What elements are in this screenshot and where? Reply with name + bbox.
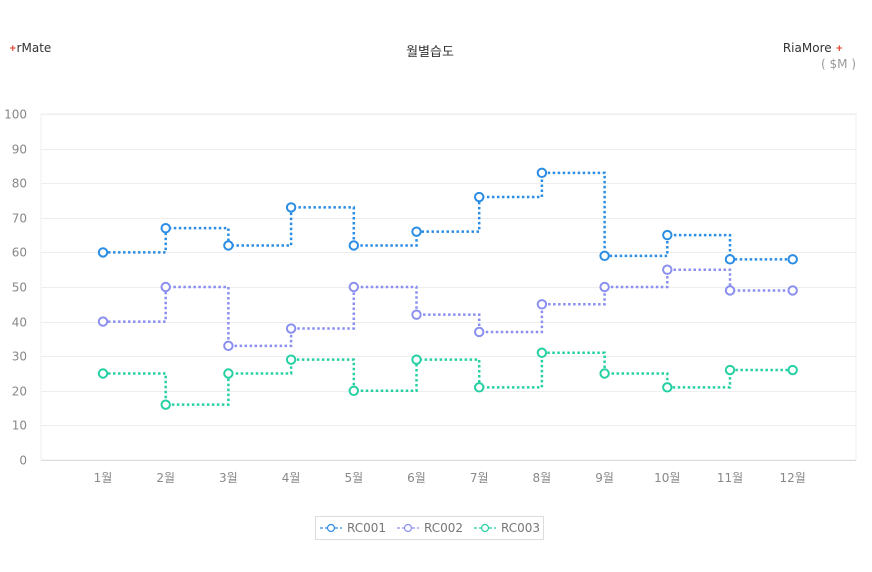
data-point-rc001 [285, 202, 297, 213]
unit-label: ( $M ) [821, 57, 856, 71]
legend-marker-icon [474, 523, 497, 533]
data-point-rc001 [536, 167, 548, 179]
data-point-rc003 [348, 385, 359, 396]
data-point-rc003 [536, 347, 548, 358]
series-line-rc003 [103, 351, 793, 406]
series-line-rc002 [103, 268, 793, 348]
data-point-rc002 [662, 264, 673, 275]
plus-icon: + [9, 44, 17, 54]
x-tick-label: 10월 [654, 471, 680, 485]
data-point-rc001 [97, 247, 109, 258]
series-line-rc001 [103, 171, 793, 261]
brand-right-label: RiaMore [782, 41, 832, 55]
data-point-rc001 [787, 254, 798, 265]
y-tick-label: 80 [12, 177, 27, 191]
legend-label: RC001 [346, 521, 386, 535]
data-point-rc003 [787, 364, 798, 376]
legend-marker-icon [396, 523, 419, 533]
x-tick-label: 9월 [595, 471, 614, 485]
data-point-rc001 [348, 240, 359, 251]
data-point-rc002 [599, 281, 610, 293]
chart-title: 월별습도 [406, 45, 454, 60]
data-point-rc002 [223, 340, 234, 352]
data-point-rc003 [474, 382, 485, 393]
chart-legend: RC001 RC002 RC003 [315, 516, 544, 540]
data-point-rc001 [160, 222, 171, 234]
data-point-rc003 [285, 354, 297, 365]
y-tick-label: 40 [12, 316, 27, 330]
data-point-rc002 [411, 309, 422, 320]
data-point-rc002 [474, 326, 485, 338]
data-point-rc003 [160, 399, 171, 410]
data-point-rc001 [662, 229, 673, 241]
legend-item-rc003[interactable]: RC003 [473, 521, 540, 535]
brand-left-label: rMate [16, 41, 52, 55]
x-tick-label: 6월 [407, 471, 426, 485]
x-tick-label: 1월 [94, 471, 113, 485]
brand-logo-right: RiaMore + [783, 41, 843, 55]
data-point-rc002 [348, 281, 359, 293]
y-tick-label: 50 [12, 281, 27, 295]
y-tick-label: 10 [12, 419, 27, 433]
data-point-rc001 [474, 191, 485, 203]
x-tick-label: 2월 [156, 471, 175, 485]
x-tick-label: 5월 [344, 471, 363, 485]
data-point-rc003 [223, 368, 234, 379]
y-tick-label: 20 [12, 385, 27, 399]
data-point-rc001 [223, 240, 234, 251]
x-tick-label: 4월 [282, 471, 301, 485]
data-point-rc002 [787, 285, 798, 296]
data-point-rc001 [724, 254, 736, 265]
brand-logo-left: +rMate [9, 41, 51, 55]
legend-item-rc001[interactable]: RC001 [319, 521, 386, 535]
data-point-rc002 [724, 285, 736, 296]
y-tick-label: 70 [12, 212, 27, 226]
data-point-rc003 [599, 368, 610, 379]
data-point-rc002 [285, 323, 297, 334]
data-point-rc003 [662, 382, 673, 393]
data-point-rc001 [599, 250, 610, 262]
y-tick-label: 100 [4, 108, 27, 122]
x-tick-label: 8월 [533, 471, 552, 485]
y-tick-label: 30 [12, 350, 27, 364]
y-tick-label: 90 [12, 143, 27, 157]
y-tick-label: 0 [19, 454, 27, 468]
plus-icon: + [835, 44, 843, 54]
data-point-rc003 [97, 368, 109, 379]
data-point-rc003 [411, 354, 422, 365]
data-point-rc002 [536, 299, 548, 310]
x-tick-label: 7월 [470, 471, 489, 485]
x-tick-label: 3월 [219, 471, 238, 485]
data-point-rc002 [160, 281, 171, 293]
x-tick-label: 11월 [717, 471, 743, 485]
data-point-rc002 [97, 316, 109, 327]
legend-item-rc002[interactable]: RC002 [396, 521, 463, 535]
data-point-rc003 [724, 364, 736, 376]
legend-marker-icon [319, 523, 342, 533]
x-tick-label: 12월 [780, 471, 806, 485]
y-tick-label: 60 [12, 246, 27, 260]
legend-label: RC002 [423, 521, 464, 535]
legend-label: RC003 [501, 521, 541, 535]
data-point-rc001 [411, 226, 422, 237]
